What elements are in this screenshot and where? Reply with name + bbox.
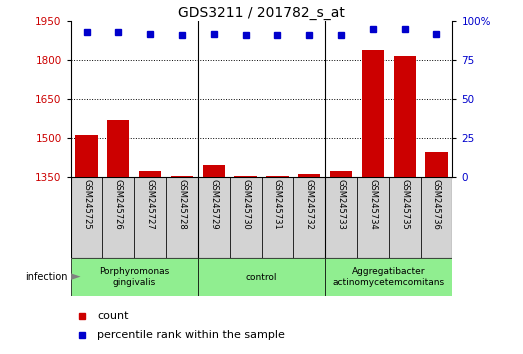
Text: Aggregatibacter
actinomycetemcomitans: Aggregatibacter actinomycetemcomitans (333, 267, 445, 287)
Text: infection: infection (25, 272, 67, 282)
Bar (325, 258, 452, 296)
Bar (420, 177, 452, 258)
Bar (139, 171, 161, 177)
Bar (330, 171, 352, 177)
Text: count: count (97, 311, 129, 321)
Bar (325, 177, 357, 258)
Text: GSM245725: GSM245725 (82, 179, 91, 230)
Text: GSM245735: GSM245735 (400, 179, 409, 230)
Bar (198, 177, 230, 258)
Bar (202, 165, 225, 177)
Bar (234, 176, 257, 177)
Bar (103, 177, 134, 258)
Text: GSM245731: GSM245731 (273, 179, 282, 230)
Text: percentile rank within the sample: percentile rank within the sample (97, 330, 285, 340)
Text: GSM245730: GSM245730 (241, 179, 250, 230)
Bar (425, 152, 448, 177)
Text: Porphyromonas
gingivalis: Porphyromonas gingivalis (99, 267, 169, 287)
Bar (262, 177, 293, 258)
Text: GSM245733: GSM245733 (336, 179, 346, 230)
Text: GSM245728: GSM245728 (177, 179, 187, 230)
Bar (389, 177, 420, 258)
Text: GSM245729: GSM245729 (209, 179, 218, 230)
Bar (393, 56, 416, 177)
Text: GSM245732: GSM245732 (305, 179, 314, 230)
Bar (75, 136, 98, 177)
Bar (357, 177, 389, 258)
Bar (71, 258, 198, 296)
Text: GSM245726: GSM245726 (114, 179, 123, 230)
Bar (71, 177, 103, 258)
Bar (171, 176, 193, 177)
Text: ►: ► (71, 270, 80, 284)
Bar (362, 50, 384, 177)
Bar (107, 120, 130, 177)
Bar (266, 176, 289, 177)
Title: GDS3211 / 201782_s_at: GDS3211 / 201782_s_at (178, 6, 345, 20)
Text: GSM245727: GSM245727 (145, 179, 155, 230)
Bar (230, 177, 262, 258)
Bar (166, 177, 198, 258)
Text: GSM245736: GSM245736 (432, 179, 441, 230)
Bar (134, 177, 166, 258)
Text: control: control (246, 273, 277, 281)
Bar (293, 177, 325, 258)
Bar (198, 258, 325, 296)
Bar (298, 175, 321, 177)
Text: GSM245734: GSM245734 (368, 179, 378, 230)
